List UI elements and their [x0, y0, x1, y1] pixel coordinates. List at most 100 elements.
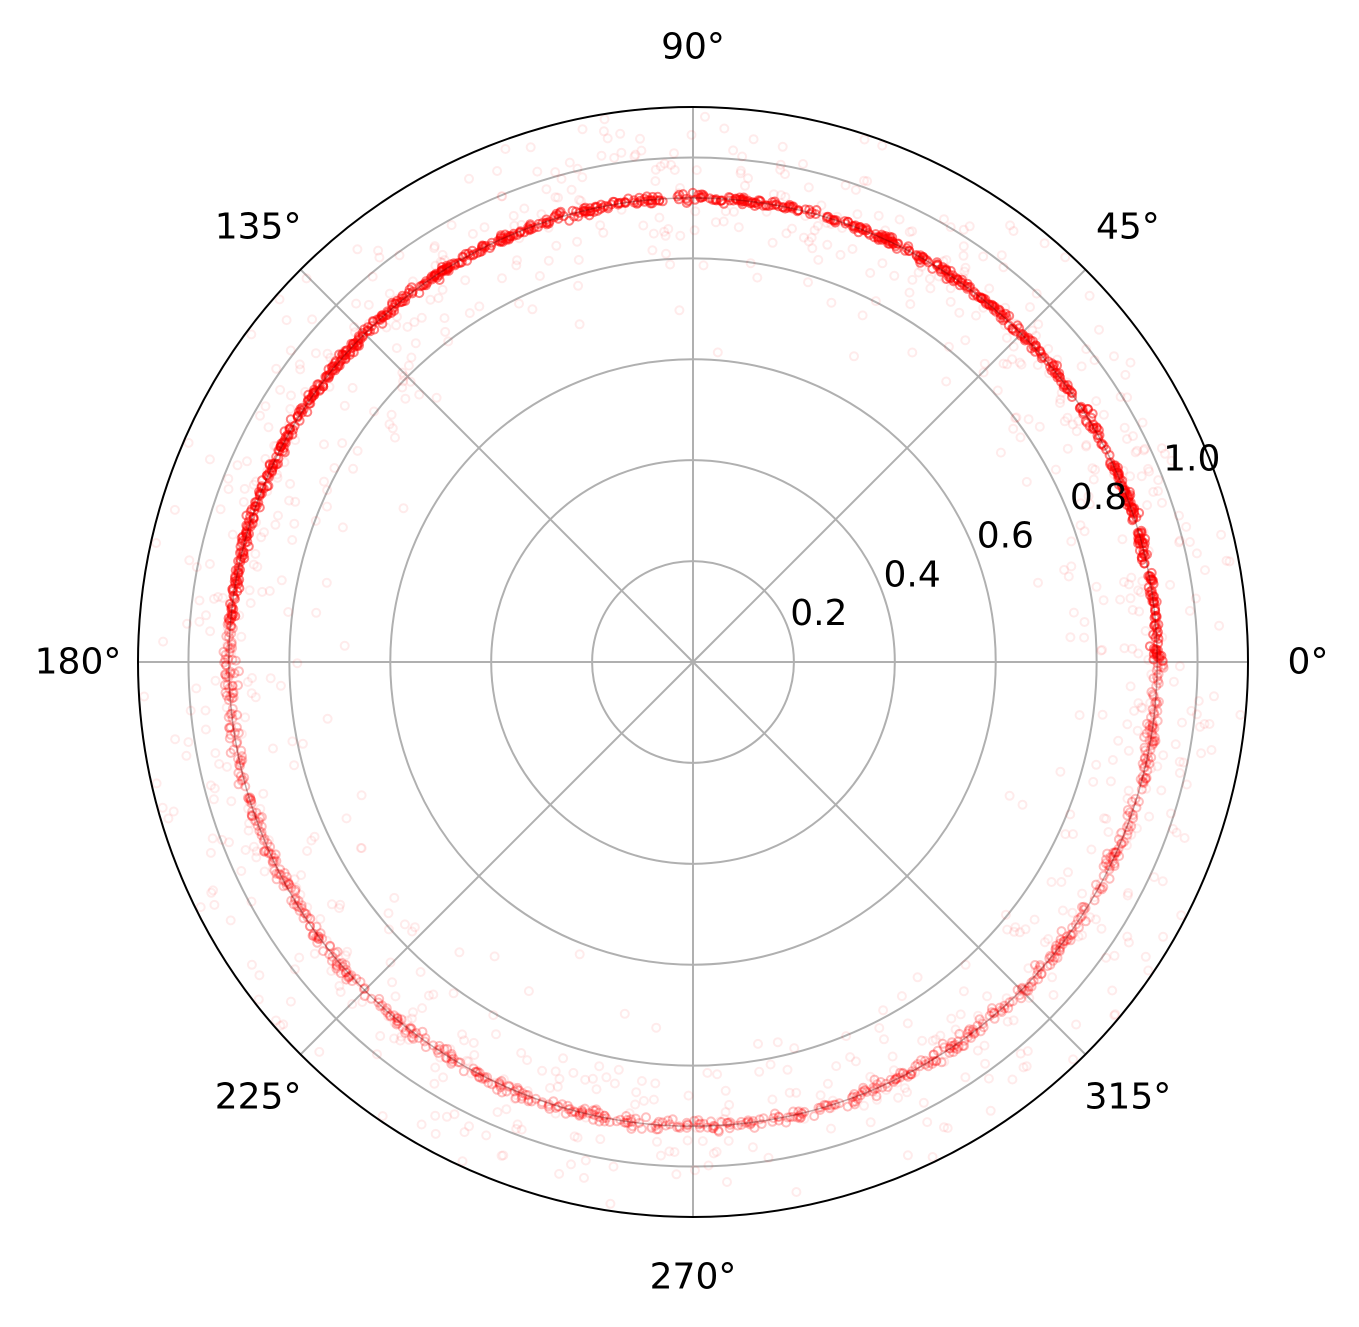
data-point	[210, 748, 221, 759]
data-point	[510, 1093, 521, 1104]
data-point	[236, 745, 247, 756]
data-point	[651, 1124, 662, 1135]
data-point	[1079, 526, 1090, 537]
data-point	[262, 486, 273, 497]
data-point	[329, 463, 340, 473]
data-point	[223, 484, 234, 495]
data-point	[205, 780, 216, 791]
data-point	[517, 1088, 528, 1099]
data-point	[859, 175, 869, 186]
data-point	[242, 536, 253, 547]
data-point	[394, 250, 405, 261]
data-point	[674, 305, 685, 316]
data-point	[417, 1003, 428, 1014]
data-point	[287, 429, 298, 440]
data-point	[503, 1080, 514, 1091]
data-point	[244, 792, 255, 803]
data-point	[965, 1033, 976, 1043]
data-point	[1050, 464, 1061, 475]
data-point	[697, 1136, 708, 1147]
data-point	[383, 924, 394, 935]
data-point	[1007, 996, 1018, 1007]
data-point	[951, 1044, 962, 1055]
data-point	[1047, 972, 1058, 983]
data-point	[1058, 380, 1069, 390]
data-point	[367, 271, 378, 282]
data-point	[958, 224, 969, 235]
data-point	[739, 196, 750, 206]
data-point	[222, 641, 233, 652]
data-point	[1018, 1062, 1029, 1073]
data-point	[1060, 252, 1071, 263]
data-point	[225, 729, 236, 740]
data-point	[1008, 226, 1019, 236]
data-point	[1091, 887, 1102, 898]
data-point	[244, 797, 255, 808]
data-point	[1107, 851, 1118, 862]
data-point	[217, 834, 227, 845]
data-point	[927, 1058, 938, 1069]
data-point	[550, 192, 561, 203]
data-point	[718, 216, 729, 227]
data-point	[221, 702, 232, 713]
data-point	[509, 1086, 520, 1097]
data-point	[950, 1024, 961, 1035]
data-point	[621, 1117, 632, 1128]
data-point	[832, 211, 843, 222]
data-point	[1156, 443, 1167, 454]
data-point	[566, 1159, 576, 1170]
data-point	[1147, 720, 1158, 731]
data-point	[324, 949, 335, 960]
data-point	[259, 866, 270, 877]
data-point	[514, 298, 524, 309]
data-point	[989, 1007, 1000, 1018]
data-point	[1195, 721, 1205, 732]
data-point	[1144, 573, 1155, 584]
data-point	[988, 1008, 999, 1019]
data-point	[313, 933, 324, 944]
data-point	[246, 795, 256, 806]
data-point	[315, 928, 326, 939]
data-point	[232, 737, 243, 747]
data-point	[916, 1055, 926, 1066]
data-point	[430, 260, 441, 271]
data-point	[620, 197, 631, 208]
data-point	[895, 1072, 906, 1083]
data-point	[733, 222, 744, 233]
data-point	[629, 151, 640, 162]
data-point	[905, 299, 916, 310]
data-point	[1152, 698, 1163, 709]
data-point	[904, 287, 915, 298]
data-point	[890, 1074, 901, 1085]
data-point	[509, 220, 520, 231]
data-point	[785, 201, 796, 212]
data-point	[1037, 351, 1048, 362]
data-point	[1096, 923, 1107, 934]
data-point	[944, 1043, 955, 1054]
data-point	[874, 1023, 885, 1033]
data-point	[907, 347, 918, 358]
data-point	[467, 228, 478, 239]
data-point	[789, 1043, 800, 1054]
data-point	[1090, 464, 1101, 475]
data-point	[251, 517, 262, 528]
data-point	[574, 319, 585, 330]
data-point	[928, 1049, 939, 1060]
data-point	[432, 1045, 443, 1056]
data-point	[1193, 696, 1204, 706]
data-point	[256, 488, 267, 499]
data-point	[469, 1050, 480, 1060]
data-point	[239, 772, 250, 783]
data-point	[254, 826, 265, 836]
data-point	[827, 1095, 838, 1106]
data-point	[959, 1040, 970, 1051]
data-point	[1126, 572, 1137, 583]
data-point	[271, 1015, 281, 1026]
data-point	[638, 220, 649, 231]
data-point	[348, 463, 359, 474]
data-point	[300, 386, 311, 397]
data-point	[314, 1046, 325, 1057]
data-point	[980, 1058, 991, 1069]
data-point	[986, 1003, 997, 1014]
data-point	[793, 1106, 804, 1117]
